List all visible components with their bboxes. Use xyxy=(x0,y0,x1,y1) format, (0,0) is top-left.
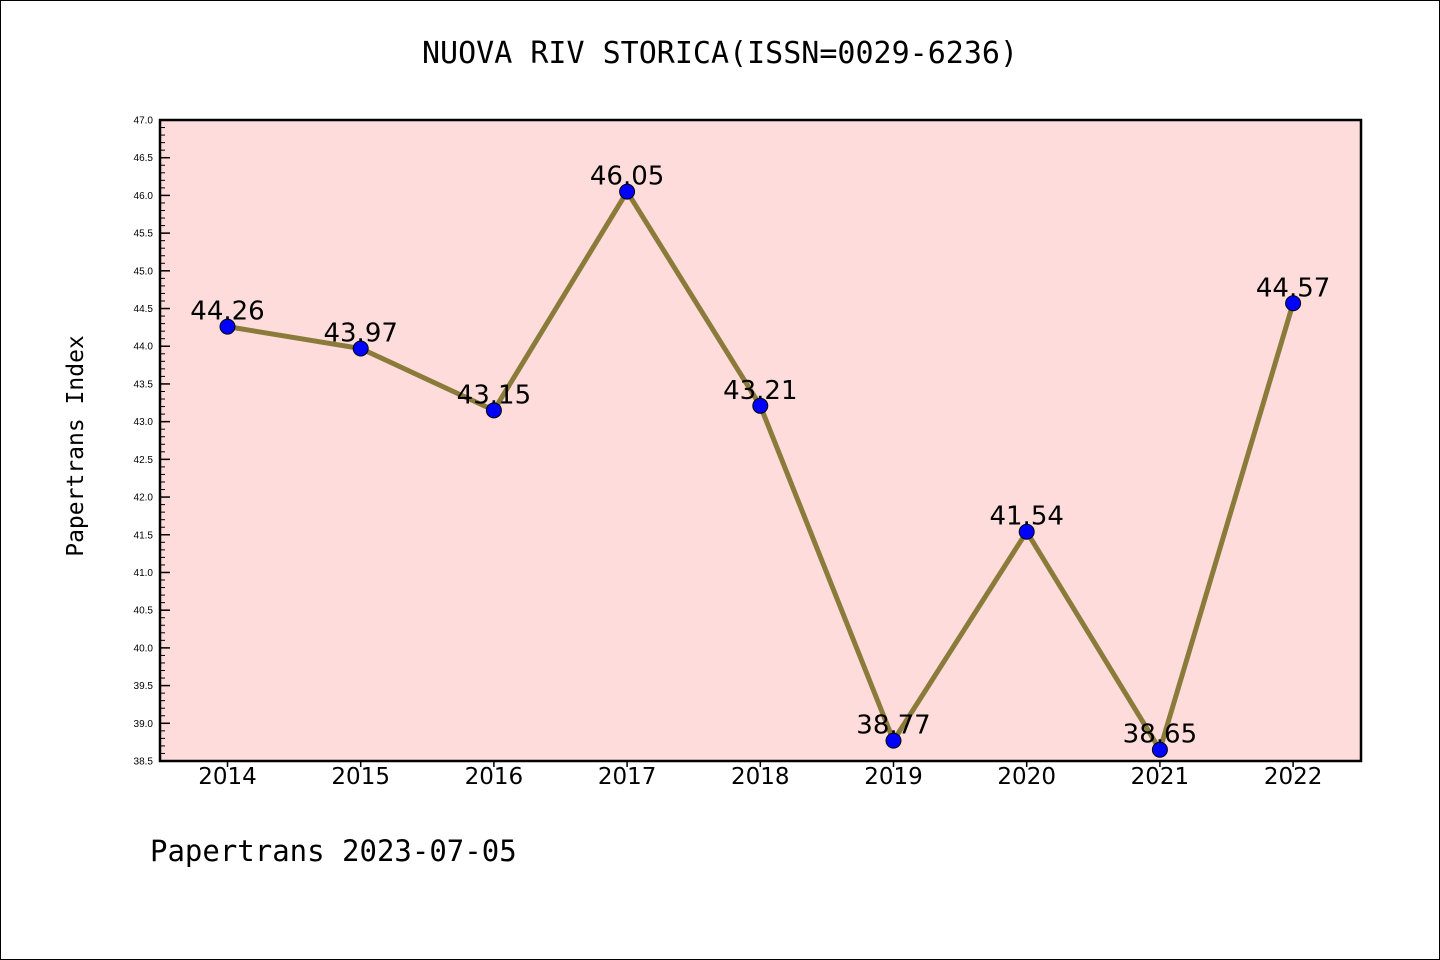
data-label: 44.57 xyxy=(1256,273,1330,303)
data-label: 43.97 xyxy=(323,318,397,348)
data-point xyxy=(752,397,769,414)
y-tick-label: 45.0 xyxy=(134,266,154,277)
x-tick-label: 2018 xyxy=(731,764,790,790)
y-tick-label: 44.0 xyxy=(134,342,154,353)
y-tick-label: 43.5 xyxy=(134,379,154,390)
data-point xyxy=(485,402,502,419)
data-point xyxy=(219,318,236,335)
y-tick-label: 47.0 xyxy=(134,116,154,127)
data-points xyxy=(219,183,1302,758)
data-label: 43.21 xyxy=(723,376,797,406)
x-tick-label: 2019 xyxy=(864,764,923,790)
y-tick-label: 41.0 xyxy=(134,568,154,579)
y-tick-label: 40.0 xyxy=(134,643,154,654)
y-tick-label: 40.5 xyxy=(134,606,154,617)
y-axis-ticks: 38.5 39.0 39.5 40.0 40.5 41.0 41.5 42.0 42.5 43.0… xyxy=(134,116,170,768)
y-tick-label: 44.5 xyxy=(134,304,154,315)
data-point xyxy=(1151,741,1168,758)
plot-area xyxy=(158,118,1363,763)
data-label: 38.77 xyxy=(856,711,930,741)
data-label: 38.65 xyxy=(1123,720,1197,750)
x-tick-label: 2022 xyxy=(1264,764,1323,790)
x-axis-ticks: 2014 2015 2016 2017 2018 2019 2020 2021 2022 xyxy=(198,761,1322,790)
y-tick-label: 42.0 xyxy=(134,493,154,504)
data-label: 44.26 xyxy=(190,297,264,327)
y-tick-label: 46.0 xyxy=(134,191,154,202)
y-tick-label: 45.5 xyxy=(134,229,154,240)
y-tick-label: 39.0 xyxy=(134,719,154,730)
y-tick-label: 43.0 xyxy=(134,417,154,428)
x-tick-label: 2014 xyxy=(198,764,257,790)
x-tick-label: 2016 xyxy=(465,764,524,790)
data-label: 41.54 xyxy=(989,502,1063,532)
footer-text: Papertrans 2023-07-05 xyxy=(150,834,517,868)
data-point xyxy=(352,340,369,357)
x-tick-label: 2021 xyxy=(1131,764,1190,790)
data-point xyxy=(1018,523,1035,540)
y-tick-label: 38.5 xyxy=(134,757,154,768)
chart-title: NUOVA RIV STORICA(ISSN=0029-6236) xyxy=(421,36,1019,71)
y-tick-label: 41.5 xyxy=(134,530,154,541)
data-label: 43.15 xyxy=(457,380,531,410)
x-tick-label: 2020 xyxy=(997,764,1056,790)
data-labels: 44.26 43.97 43.15 46.05 43.21 38.77 41.54 38.65… xyxy=(190,162,1330,750)
data-point xyxy=(885,732,902,749)
x-tick-label: 2017 xyxy=(598,764,657,790)
data-point xyxy=(1285,295,1302,312)
data-point xyxy=(619,183,636,200)
y-tick-label: 42.5 xyxy=(134,455,154,466)
y-tick-label: 46.5 xyxy=(134,153,154,164)
data-label: 46.05 xyxy=(590,162,664,192)
y-tick-label: 39.5 xyxy=(134,681,154,692)
x-tick-label: 2015 xyxy=(331,764,390,790)
